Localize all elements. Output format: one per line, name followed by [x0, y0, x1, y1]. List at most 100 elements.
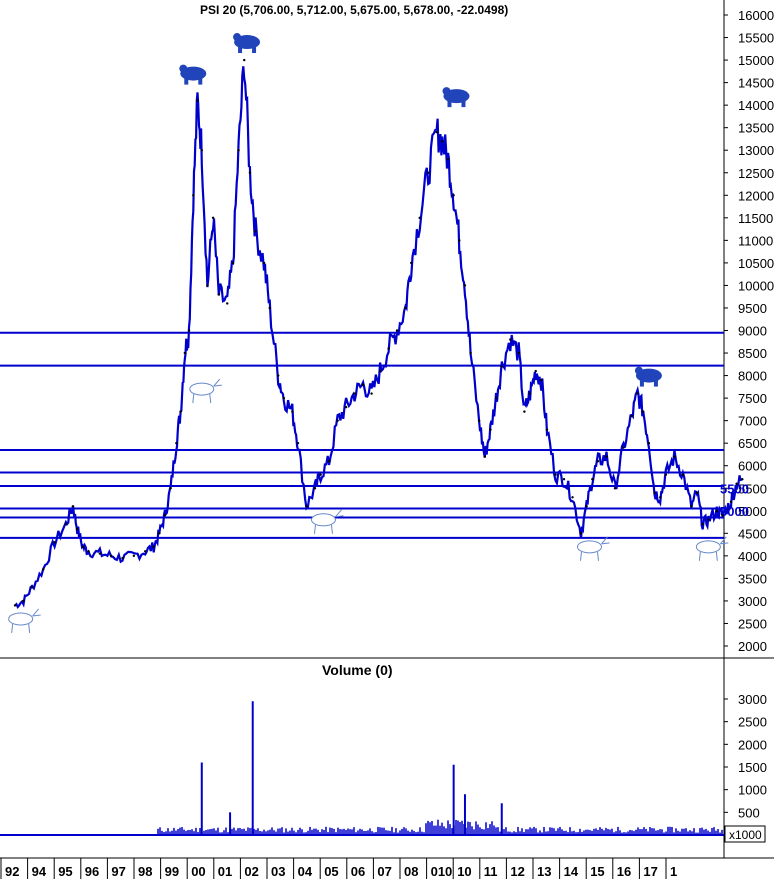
bull-icon-leg — [715, 551, 718, 561]
price-y-tick-label: 12500 — [738, 166, 774, 181]
x-tick-label: 94 — [32, 864, 47, 879]
volume-y-tick-label: 1000 — [738, 783, 767, 798]
price-point — [282, 396, 286, 400]
price-point — [248, 171, 252, 174]
x-tick-label: 03 — [271, 864, 285, 879]
price-point — [690, 505, 693, 508]
price-point — [435, 130, 438, 134]
price-y-tick-label: 2500 — [738, 616, 767, 631]
x-tick-label: 08 — [404, 864, 418, 879]
price-point — [494, 396, 498, 400]
price-point — [237, 149, 240, 152]
price-y-tick-label: 13500 — [738, 121, 774, 136]
price-y-tick-label: 6000 — [738, 459, 767, 474]
bear-icon-leg — [653, 379, 658, 387]
price-y-tick-label: 11000 — [738, 233, 773, 248]
price-point — [76, 527, 79, 531]
price-point — [404, 306, 407, 310]
price-point — [500, 365, 503, 368]
x-tick-label: 16 — [617, 864, 631, 879]
bear-icon-leg — [184, 77, 189, 85]
price-point — [132, 554, 136, 558]
price-point — [276, 374, 280, 377]
bull-icon — [189, 378, 222, 404]
bear-icon — [634, 366, 662, 387]
price-point — [196, 99, 199, 102]
bear-icon — [179, 64, 207, 85]
price-point — [353, 392, 356, 395]
price-point — [605, 455, 608, 458]
price-y-tick-label: 8000 — [738, 369, 767, 384]
price-point — [200, 149, 203, 152]
price-point — [463, 284, 467, 287]
price-point — [158, 532, 161, 535]
x-tick-label: 17 — [643, 864, 657, 879]
bull-icon — [695, 536, 729, 561]
bear-icon-leg — [252, 46, 257, 54]
price-point — [523, 410, 526, 413]
bull-icon — [310, 509, 344, 534]
volume-y-tick-label: 500 — [738, 805, 760, 820]
bear-icon-leg — [461, 100, 466, 108]
volume-y-tick-label: 1500 — [738, 760, 767, 775]
price-point — [721, 514, 724, 517]
price-point — [441, 140, 444, 143]
price-point — [477, 419, 481, 422]
x-tick-label: 99 — [165, 864, 179, 879]
bear-icon-head — [179, 64, 188, 73]
bear-icon-leg — [639, 379, 644, 387]
price-point — [647, 441, 651, 445]
bull-icon — [8, 608, 41, 634]
price-point — [42, 568, 45, 571]
price-point — [370, 392, 373, 395]
price-point — [71, 505, 75, 508]
x-tick-label: 98 — [138, 864, 152, 879]
x-tick-label: 13 — [537, 864, 551, 879]
volume-y-tick-label: 2500 — [738, 715, 767, 730]
price-point — [469, 351, 472, 355]
x-tick-label: 02 — [244, 864, 258, 879]
price-point — [659, 496, 662, 499]
x-tick-label: 06 — [351, 864, 365, 879]
bear-icon-leg — [238, 46, 243, 54]
price-y-tick-label: 7000 — [738, 414, 767, 429]
bull-icon-leg — [330, 524, 333, 534]
price-point — [562, 478, 566, 481]
x-tick-label: 96 — [85, 864, 99, 879]
price-point — [534, 369, 537, 373]
x-tick-label: 010 — [431, 864, 453, 879]
price-point — [81, 545, 85, 549]
price-point — [483, 455, 486, 458]
price-point — [262, 261, 266, 265]
x-tick-label: 04 — [298, 864, 313, 879]
price-y-tick-label: 14500 — [738, 76, 774, 91]
price-point — [636, 392, 639, 395]
bull-icon-horn — [719, 536, 729, 545]
price-point — [591, 478, 594, 481]
price-point — [163, 514, 167, 517]
price-point — [22, 599, 25, 603]
x-tick-label: 97 — [111, 864, 125, 879]
price-point — [452, 194, 455, 197]
price-point — [179, 410, 182, 413]
price-point — [540, 378, 543, 382]
bull-icon-body — [695, 540, 721, 554]
price-point — [715, 509, 719, 512]
price-point — [291, 410, 294, 413]
price-point — [664, 473, 668, 476]
bull-icon-leg — [698, 551, 701, 561]
volume-unit-box — [724, 825, 766, 843]
price-point — [596, 460, 600, 463]
x-tick-label: 05 — [324, 864, 338, 879]
price-point — [206, 284, 209, 287]
bull-icon-leg — [596, 551, 599, 561]
price-y-tick-label: 2000 — [738, 639, 767, 654]
x-tick-label: 01 — [218, 864, 232, 879]
bull-icon-body — [8, 612, 34, 626]
price-point — [729, 500, 733, 503]
price-y-tick-label: 16000 — [738, 8, 774, 23]
price-y-tick-label: 5000 — [738, 504, 767, 519]
price-point — [735, 482, 738, 485]
bull-icon-horn — [601, 536, 610, 545]
price-point — [426, 171, 430, 174]
